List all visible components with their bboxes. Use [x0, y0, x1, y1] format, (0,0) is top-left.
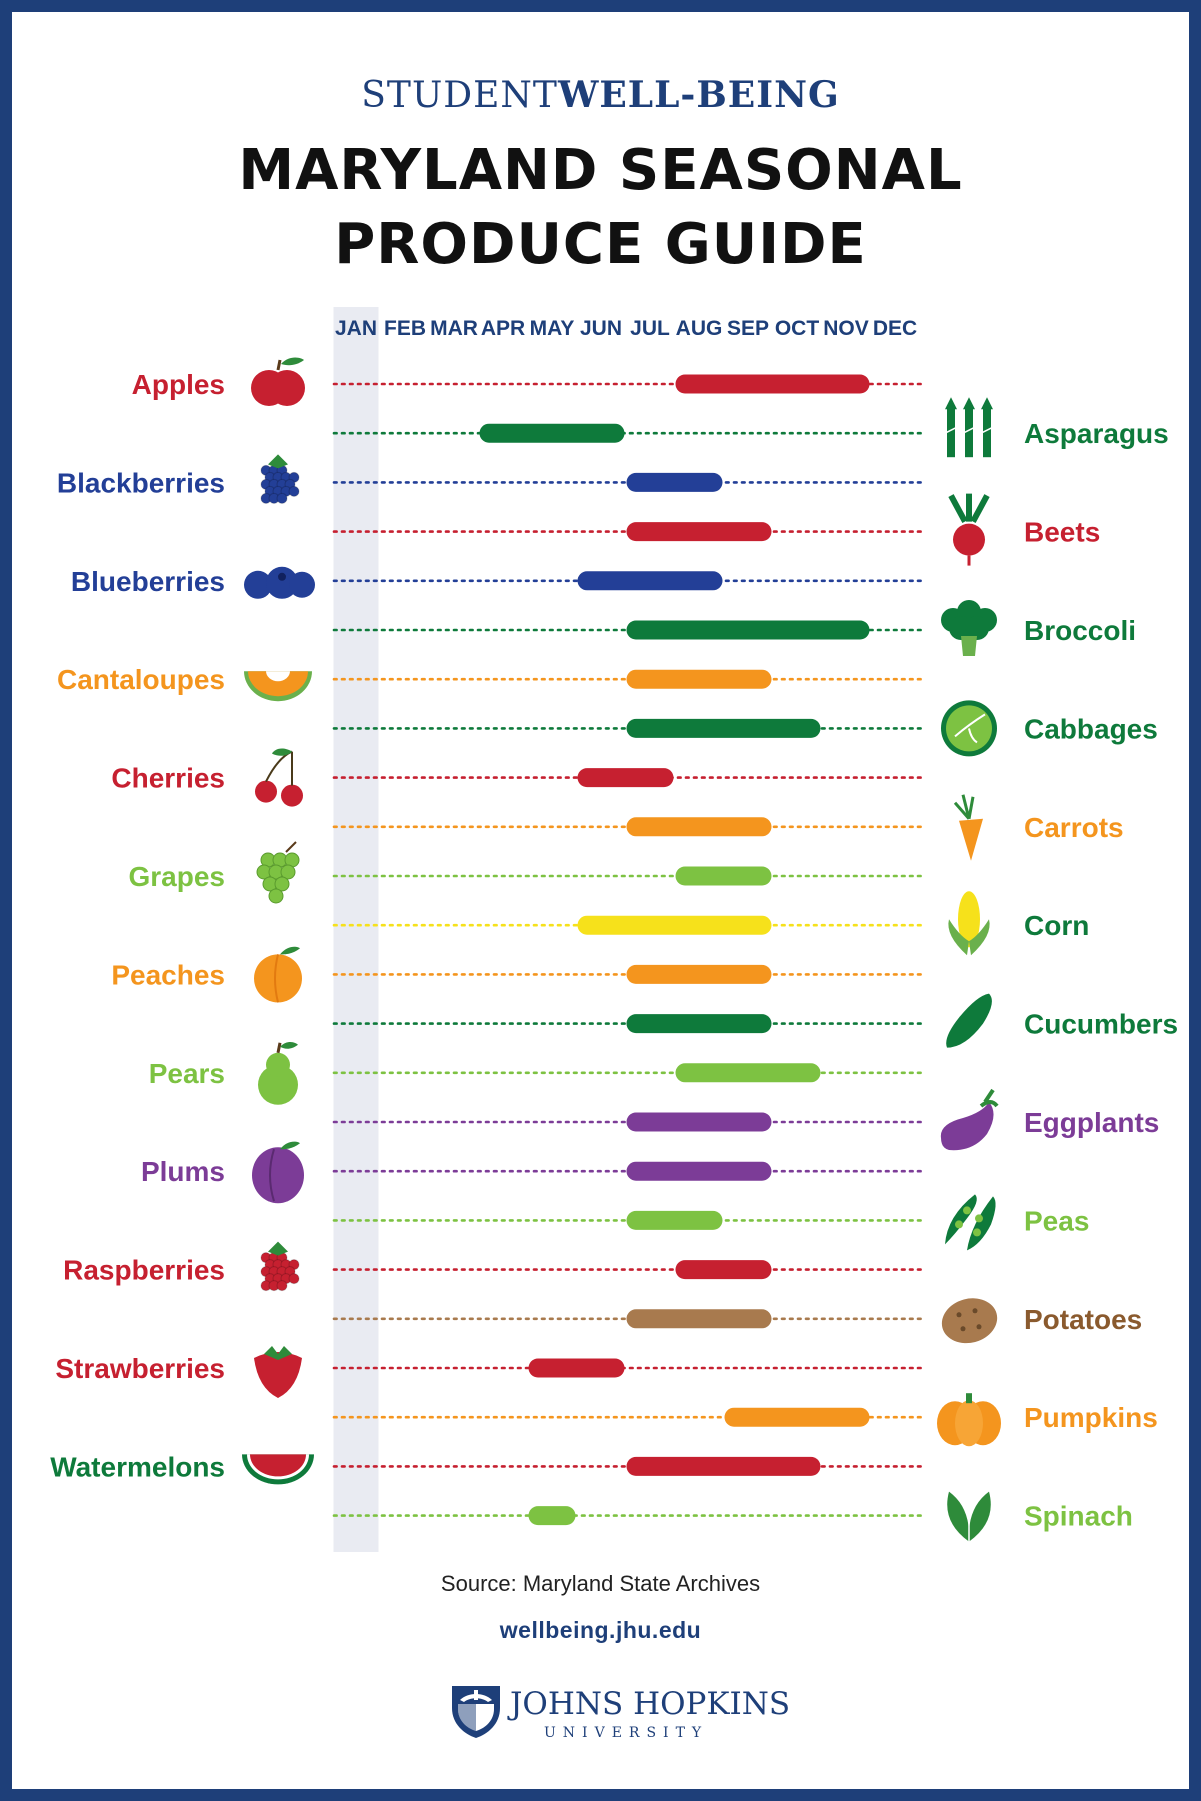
month-label-jun: JUN [580, 317, 622, 340]
month-label-jan: JAN [335, 317, 377, 340]
produce-label-peas: Peas [1024, 1205, 1089, 1236]
cabbage-icon [941, 700, 997, 757]
month-label-aug: AUG [676, 317, 723, 340]
month-label-sep: SEP [727, 317, 769, 340]
pumpkin-icon [937, 1393, 1001, 1447]
page-title-line-2: PRODUCE GUIDE [334, 212, 867, 277]
produce-label-cabbages: Cabbages [1024, 713, 1158, 744]
produce-label-cherries: Cherries [111, 763, 225, 794]
month-label-may: MAY [530, 317, 575, 340]
month-label-jul: JUL [630, 317, 670, 340]
blackberry-icon [260, 454, 300, 504]
produce-label-pumpkins: Pumpkins [1024, 1402, 1158, 1433]
produce-label-raspberries: Raspberries [63, 1255, 225, 1286]
blueberry-icon [244, 566, 315, 599]
apple-icon [251, 357, 305, 406]
month-label-mar: MAR [430, 317, 478, 340]
raspberry-icon [260, 1241, 300, 1292]
produce-label-broccoli: Broccoli [1024, 615, 1136, 646]
produce-label-spinach: Spinach [1024, 1501, 1133, 1532]
brand-bold-text: WELL-BEING [557, 74, 840, 116]
month-label-dec: DEC [873, 317, 917, 340]
grapes-icon [256, 841, 300, 904]
produce-label-pears: Pears [149, 1058, 225, 1089]
shield-icon [452, 1686, 500, 1738]
beet-icon [948, 493, 990, 566]
carrot-icon [953, 794, 983, 861]
potato-icon [941, 1298, 998, 1344]
watermelon-icon [242, 1454, 314, 1485]
asparagus-icon [944, 397, 994, 458]
brand-header: STUDENTWELL-BEING [12, 74, 1189, 116]
university-subtitle: UNIVERSITY [544, 1725, 709, 1741]
produce-label-blackberries: Blackberries [57, 467, 225, 498]
produce-label-peaches: Peaches [111, 959, 225, 990]
corn-icon [948, 891, 990, 956]
produce-label-grapes: Grapes [129, 861, 226, 892]
month-stripe [333, 307, 379, 1552]
peach-icon [254, 946, 302, 1003]
website-link[interactable]: wellbeing.jhu.edu [499, 1617, 702, 1643]
produce-label-corn: Corn [1024, 910, 1089, 941]
produce-label-carrots: Carrots [1024, 812, 1124, 843]
plum-icon [252, 1141, 304, 1204]
university-name: JOHNS HOPKINS [510, 1686, 791, 1722]
strawberry-icon [254, 1346, 302, 1398]
produce-label-apples: Apples [132, 369, 225, 400]
broccoli-icon [941, 600, 997, 656]
produce-label-cantaloupes: Cantaloupes [57, 664, 225, 695]
spinach-icon [947, 1491, 991, 1542]
pear-icon [258, 1042, 298, 1105]
source-note: Source: Maryland State Archives [440, 1571, 761, 1596]
produce-label-watermelons: Watermelons [50, 1451, 225, 1482]
cherry-icon [255, 748, 303, 807]
produce-label-blueberries: Blueberries [71, 566, 225, 597]
produce-label-potatoes: Potatoes [1024, 1304, 1142, 1335]
produce-label-strawberries: Strawberries [55, 1353, 225, 1384]
produce-label-plums: Plums [141, 1156, 225, 1187]
seasonal-chart: JAN FEB MAR APR MAY JUN JUL AUG SEP OCT NOV DEC Appl… [50, 307, 1178, 1552]
eggplant-icon [940, 1088, 999, 1151]
month-label-feb: FEB [384, 317, 426, 340]
produce-label-cucumbers: Cucumbers [1024, 1009, 1178, 1040]
month-label-nov: NOV [823, 317, 869, 340]
peas-icon [945, 1194, 996, 1251]
month-label-oct: OCT [775, 317, 820, 340]
page-title-line-1: MARYLAND SEASONAL [238, 138, 963, 203]
cucumber-icon [946, 993, 992, 1048]
poster: STUDENTWELL-BEING MARYLAND SEASONAL PROD… [12, 12, 1189, 1789]
cantaloupe-icon [244, 671, 312, 702]
month-label-apr: APR [481, 317, 525, 340]
produce-label-beets: Beets [1024, 517, 1100, 548]
brand-light-text: STUDENT [361, 75, 558, 116]
produce-label-eggplants: Eggplants [1024, 1107, 1159, 1138]
university-logo: JOHNS HOPKINS UNIVERSITY [448, 1682, 790, 1742]
produce-label-asparagus: Asparagus [1024, 418, 1169, 449]
